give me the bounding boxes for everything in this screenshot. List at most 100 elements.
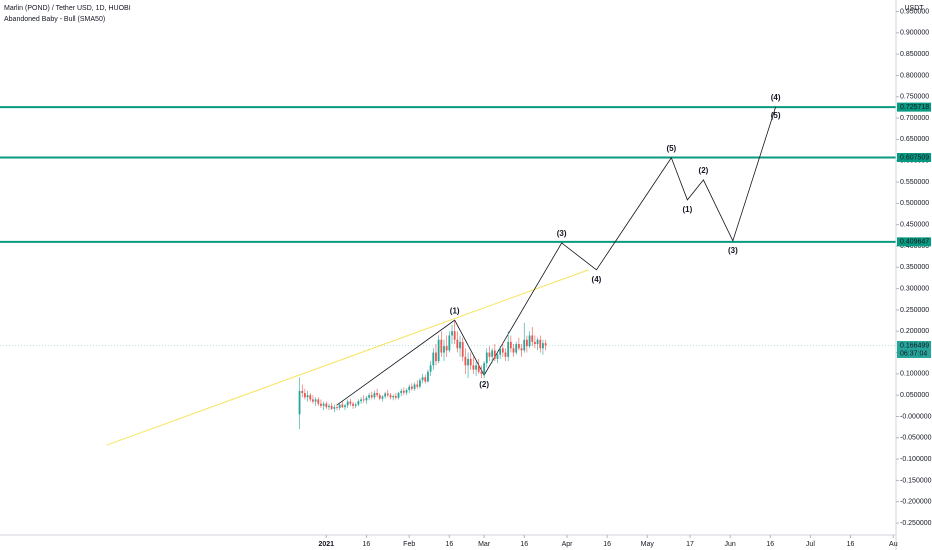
x-tick-label: Feb [403, 541, 415, 548]
candle-body [330, 405, 333, 409]
candle-body [507, 341, 510, 357]
candle-body [477, 365, 480, 372]
candle-body [381, 396, 384, 399]
level-label: 0.607509 [900, 154, 929, 161]
wave-label: (5) [771, 111, 781, 120]
candle-body [376, 393, 379, 396]
candle-body [419, 380, 421, 387]
candle-body [368, 395, 370, 398]
y-tick-label: 0.950000 [900, 8, 929, 15]
y-tick-label: -0.200000 [900, 499, 932, 506]
candle-body [336, 407, 338, 408]
wave-label: (2) [699, 166, 709, 175]
y-tick-label: 0.550000 [900, 179, 929, 186]
candle-body [394, 396, 397, 398]
candle-body [432, 352, 435, 366]
candle-body [320, 403, 322, 406]
last-price-bg [897, 341, 931, 359]
y-tick-label: 0.900000 [900, 30, 929, 37]
y-tick-label: 0.350000 [900, 264, 929, 271]
level-label-bg [897, 153, 931, 163]
candle-body [410, 386, 413, 389]
x-tick-label: Mar [478, 541, 491, 548]
candle-body [314, 399, 317, 402]
candle-body [531, 335, 534, 342]
indicator-name: Abandoned Baby - Bull (SMA50) [4, 16, 105, 23]
axis-unit: USDT [904, 5, 924, 12]
candle-body [501, 348, 504, 353]
candle-body [416, 384, 419, 387]
wave-label: (2) [479, 380, 489, 389]
candle-body [451, 331, 453, 336]
candle-body [362, 399, 365, 401]
candle-body [322, 403, 325, 406]
y-tick-label: 0.300000 [900, 285, 929, 292]
candle-body [344, 405, 346, 408]
wave-label: (3) [728, 246, 738, 255]
candle-body [539, 339, 542, 349]
countdown: 06:37:04 [900, 350, 927, 357]
wave-label: (5) [666, 144, 676, 153]
candle-body [341, 404, 344, 408]
candle-body [365, 397, 368, 401]
candle-body [496, 354, 499, 359]
candle-body [443, 346, 445, 353]
candle-body [338, 404, 341, 408]
candle-body [352, 403, 354, 406]
candle-body [445, 346, 448, 351]
candle-body [475, 365, 477, 370]
candle-body [464, 356, 467, 366]
candle-body [512, 348, 515, 353]
candle-body [397, 393, 400, 398]
candle-body [298, 390, 301, 415]
candle-body [400, 390, 403, 394]
plot-area: (1) (2) (3) (4) (5) (1) (2) (3) (4) (5) [0, 93, 896, 446]
y-tick-label: -0.000000 [900, 413, 932, 420]
x-tick-label: Au [889, 541, 898, 548]
candle-body [301, 390, 304, 394]
candle-body [325, 403, 328, 408]
x-tick-label: 2021 [319, 541, 335, 548]
candle-body [491, 350, 494, 357]
y-tick-label: -0.150000 [900, 477, 932, 484]
candle-body [405, 390, 408, 393]
candle-body [317, 399, 320, 404]
candle-body [509, 341, 512, 349]
candle-body [528, 335, 531, 347]
candle-body [542, 343, 544, 349]
candle-body [523, 339, 526, 351]
candle-body [389, 395, 392, 398]
y-tick-label: 0.450000 [900, 222, 929, 229]
y-tick-label: 0.200000 [900, 328, 929, 335]
y-tick-label: -0.100000 [900, 456, 932, 463]
candle-body [427, 371, 429, 382]
y-tick-label: 0.100000 [900, 371, 929, 378]
wave-label: (4) [592, 275, 602, 284]
candle-body [413, 384, 416, 389]
candle-body [328, 405, 330, 408]
axes: 0.950000 0.900000 0.850000 0.800000 0.750000… [319, 8, 932, 547]
y-tick-label: 0.250000 [900, 307, 929, 314]
x-tick-label: 16 [603, 541, 611, 548]
candle-body [459, 341, 461, 349]
x-tick-label: May [641, 541, 655, 548]
level-label: 0.409647 [900, 239, 929, 246]
candle-body [309, 395, 312, 400]
candle-body [461, 341, 464, 357]
candle-body [360, 399, 362, 402]
y-tick-label: 0.850000 [900, 51, 929, 58]
candle-body [499, 348, 502, 355]
y-tick-label: 0.050000 [900, 392, 929, 399]
candle-body [424, 377, 427, 382]
x-tick-label: Jul [806, 541, 815, 548]
wave-label: (3) [557, 229, 567, 238]
candle-body [421, 377, 424, 381]
candle-body [440, 339, 443, 353]
level-label: 0.725718 [900, 104, 929, 111]
candle-body [536, 339, 539, 345]
candle-body [483, 363, 486, 374]
candle-body [469, 358, 472, 366]
candle-body [493, 350, 496, 359]
candle-body [408, 386, 411, 391]
